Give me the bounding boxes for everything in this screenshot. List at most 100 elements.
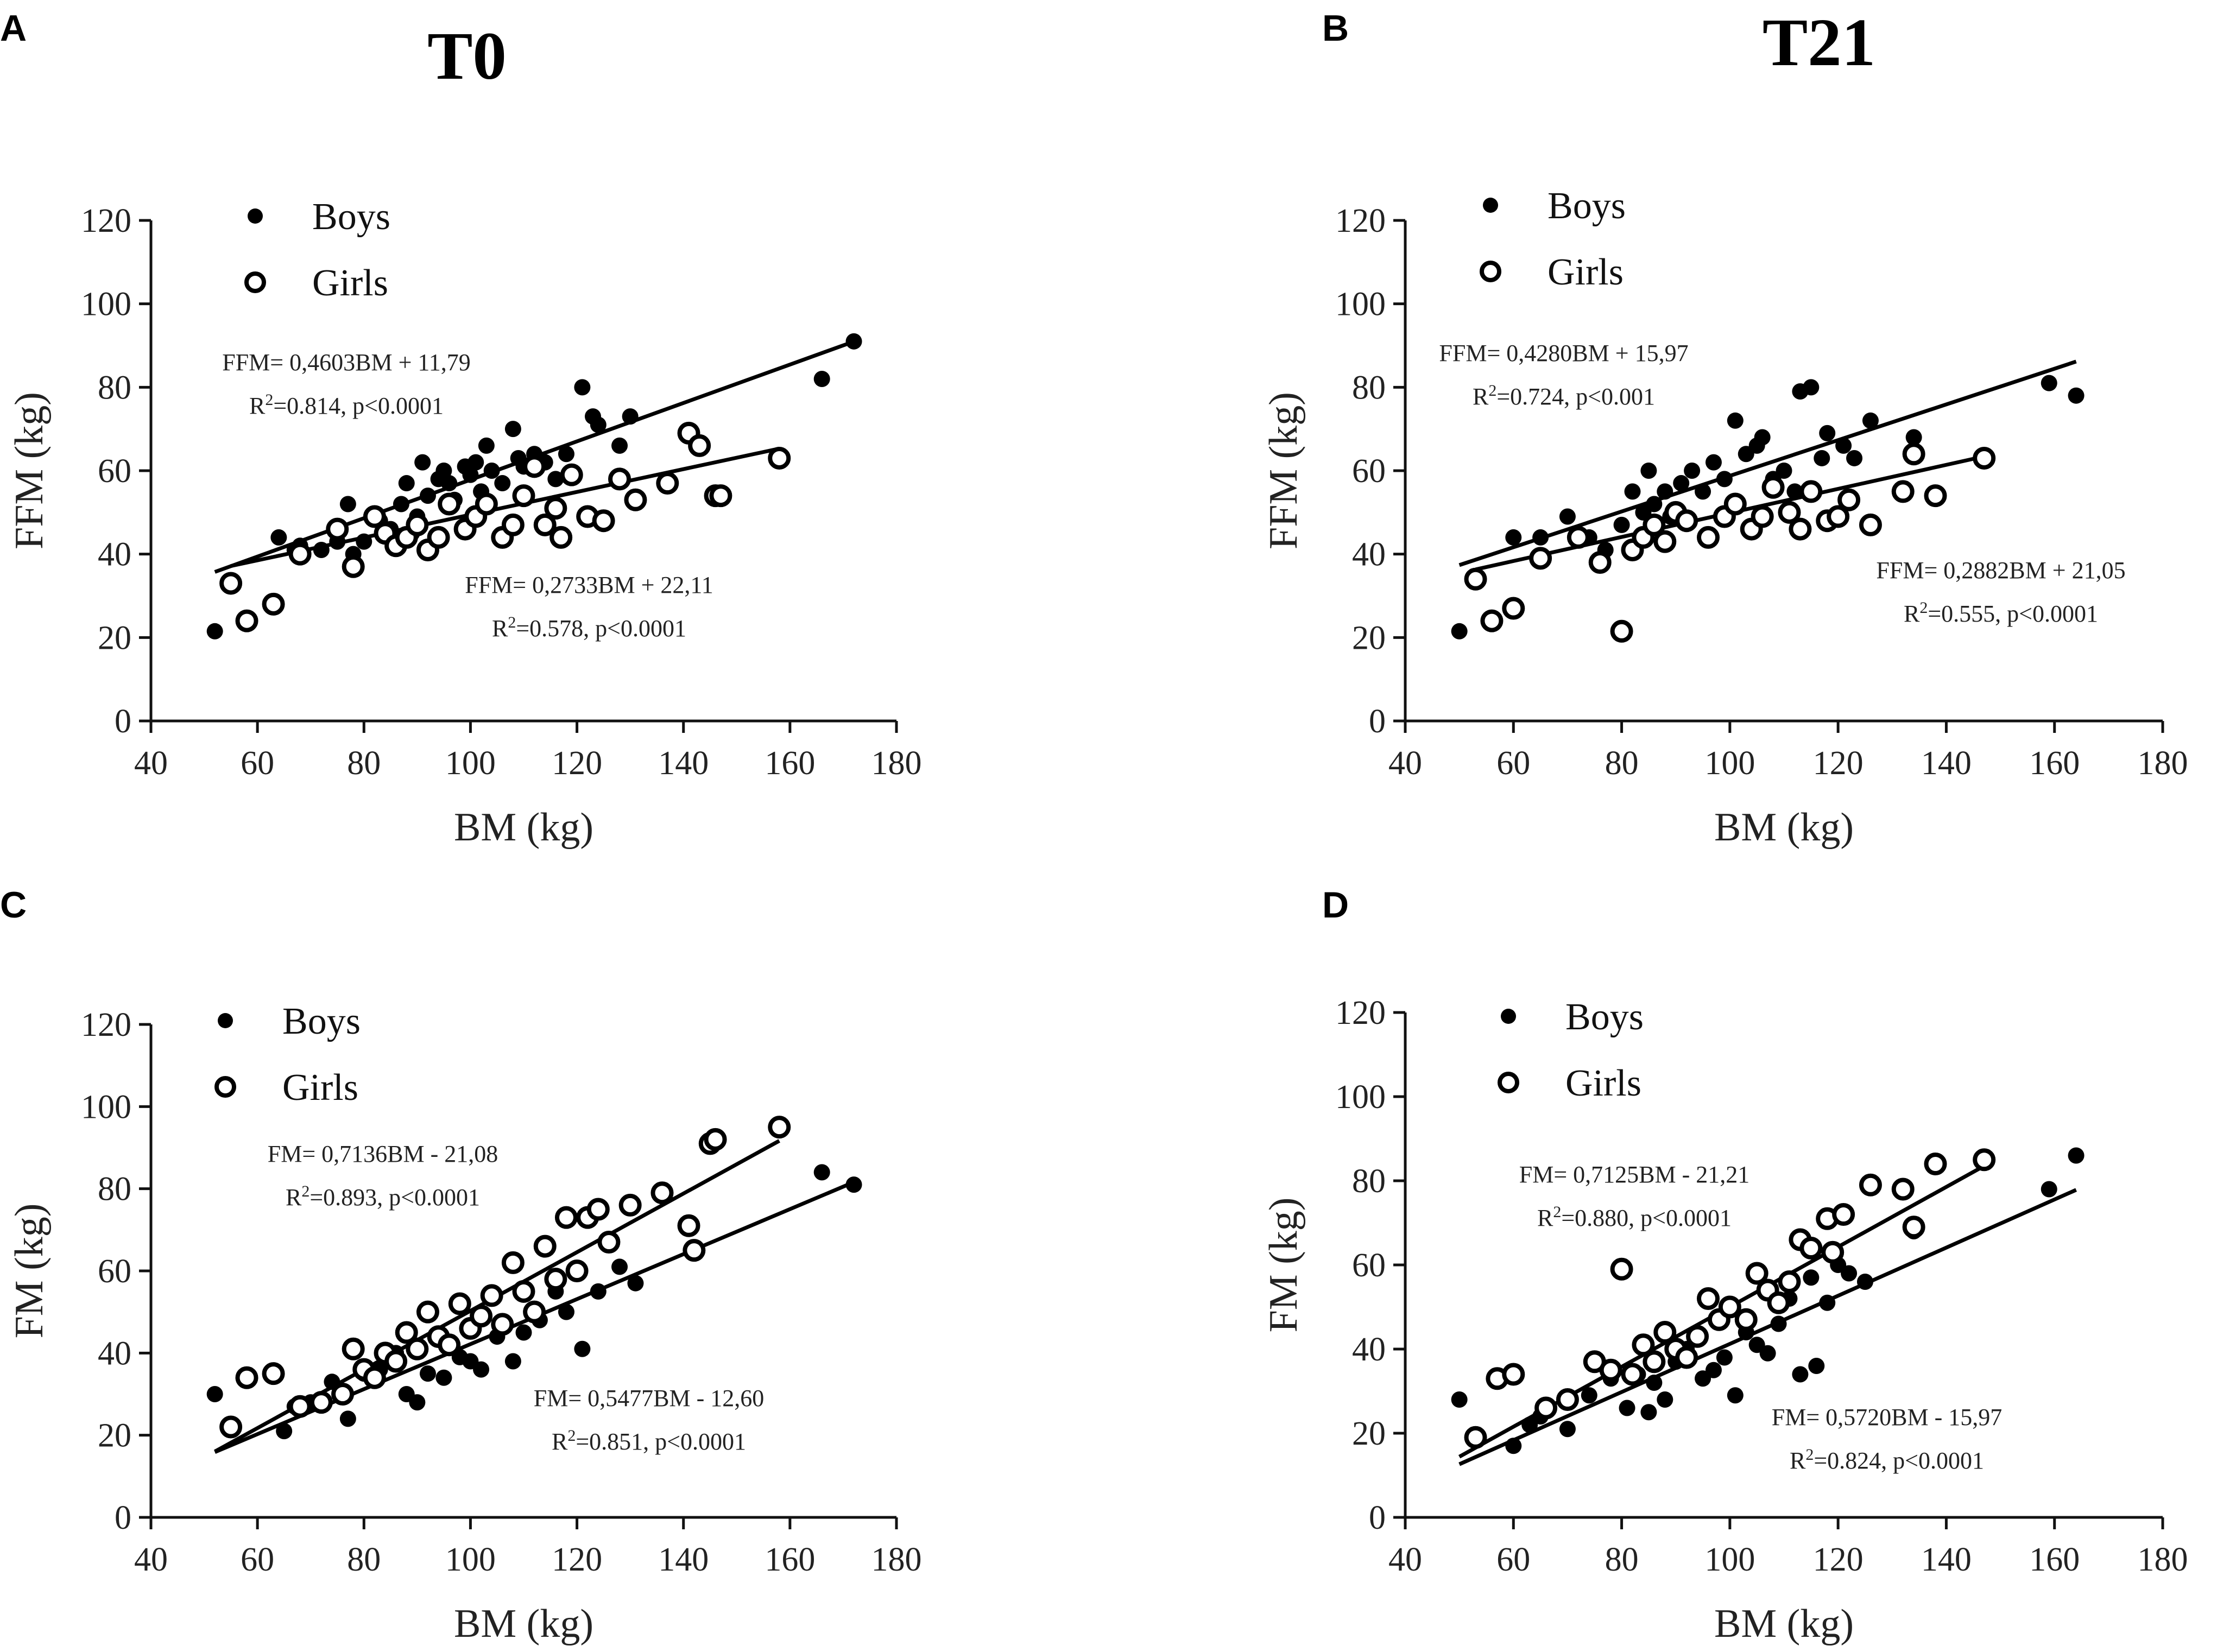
regression-equation: FFM= 0,2882BM + 21,05	[1876, 557, 2125, 584]
legend-label-boys: Boys	[282, 1001, 361, 1042]
data-point-girls	[1675, 509, 1698, 533]
data-point-boys	[1619, 1400, 1635, 1416]
data-point-girls	[501, 513, 525, 536]
legend-label-boys: Boys	[312, 196, 390, 238]
data-point-boys	[1684, 463, 1701, 479]
x-tick-label: 120	[1813, 745, 1864, 782]
data-point-boys	[1759, 1345, 1776, 1362]
data-point-girls	[475, 492, 498, 516]
data-point-girls	[363, 505, 386, 528]
data-point-boys	[1792, 1366, 1809, 1383]
x-axis-title: BM (kg)	[1714, 1602, 1854, 1646]
data-point-boys	[813, 370, 830, 387]
data-point-girls	[1529, 547, 1552, 570]
y-axis-title: FFM (kg)	[7, 392, 52, 549]
data-point-boys	[1716, 471, 1733, 488]
data-point-boys	[270, 529, 287, 546]
data-point-girls	[1610, 1257, 1633, 1281]
data-point-girls	[1610, 619, 1633, 643]
panel-c: C 40 60 80 100 120 140 160 180 0 20 40 60 80 100 120 BM…	[0, 884, 922, 1646]
data-point-girls	[1924, 484, 1947, 508]
data-point-girls	[544, 497, 567, 520]
panel-letter: C	[0, 884, 27, 926]
x-tick-label: 120	[1813, 1541, 1864, 1578]
data-point-girls	[1567, 526, 1590, 549]
data-point-girls	[1643, 1350, 1666, 1373]
data-point-boys	[1776, 463, 1792, 479]
y-tick-label: 100	[1335, 286, 1386, 323]
legend-marker-boys	[218, 1013, 233, 1028]
data-point-girls	[406, 513, 429, 536]
x-tick-label: 180	[871, 1541, 922, 1578]
data-point-boys	[478, 437, 495, 454]
data-point-boys	[1786, 483, 1803, 500]
data-point-girls	[1643, 513, 1666, 536]
y-tick-label: 120	[81, 202, 131, 239]
data-point-boys	[1819, 1294, 1836, 1311]
y-tick-label: 60	[1352, 1247, 1386, 1284]
x-tick-label: 140	[658, 1541, 709, 1578]
x-tick-label: 100	[1704, 745, 1755, 782]
panel-a: A 40 60 80 100 120 140 160 180 0 20 40 60 80 100 120 BM…	[0, 8, 922, 850]
legend-label-boys: Boys	[1548, 185, 1626, 227]
data-point-girls	[342, 1337, 365, 1360]
data-point-girls	[1799, 480, 1823, 503]
data-point-boys	[473, 1361, 490, 1378]
regression-stats: R2=0.555, p<0.0001	[1904, 599, 2098, 627]
data-point-girls	[1924, 1153, 1947, 1175]
data-point-girls	[1697, 526, 1720, 549]
data-point-girls	[448, 1292, 471, 1315]
panel-d: D 40 60 80 100 120 140 160 180 0 20 40 60 80 100 120 BM…	[1261, 884, 2188, 1646]
data-point-girls	[1632, 1333, 1655, 1357]
data-point-girls	[219, 572, 243, 595]
data-point-girls	[1789, 517, 1812, 541]
data-point-boys	[393, 496, 409, 512]
data-point-boys	[1905, 429, 1922, 446]
x-tick-label: 160	[765, 1541, 815, 1578]
legend-marker-girls	[244, 271, 266, 293]
x-tick-label: 160	[765, 745, 815, 782]
data-point-girls	[438, 1333, 461, 1357]
data-point-girls	[1973, 446, 1996, 470]
data-point-girls	[342, 555, 365, 578]
data-point-girls	[235, 609, 258, 632]
data-point-girls	[565, 1259, 589, 1282]
panel-letter: A	[0, 8, 27, 49]
data-point-girls	[624, 488, 647, 511]
data-point-boys	[1705, 454, 1722, 471]
regression-equation: FM= 0,5477BM - 12,60	[534, 1385, 765, 1412]
data-point-girls	[1745, 1262, 1768, 1285]
data-point-boys	[1770, 1315, 1787, 1332]
data-point-boys	[2041, 375, 2057, 391]
data-point-boys	[1727, 412, 1744, 429]
data-point-boys	[845, 1176, 862, 1193]
data-point-boys	[1856, 1274, 1873, 1290]
data-point-boys	[1646, 496, 1663, 512]
data-point-girls	[235, 1366, 258, 1389]
data-point-girls	[523, 455, 546, 478]
data-point-girls	[288, 1395, 312, 1418]
data-point-girls	[310, 1391, 333, 1414]
data-point-boys	[276, 1423, 293, 1440]
data-point-boys	[313, 541, 330, 558]
data-point-boys	[206, 623, 223, 640]
legend-marker-boys	[1483, 198, 1498, 213]
data-point-boys	[1657, 1391, 1673, 1408]
data-point-girls	[533, 1235, 557, 1258]
data-point-girls	[262, 1362, 285, 1385]
data-point-girls	[1902, 1216, 1925, 1239]
data-point-girls	[1837, 488, 1861, 511]
data-point-boys	[1803, 379, 1820, 396]
data-point-girls	[470, 1305, 493, 1328]
regression-stats: R2=0.851, p<0.0001	[552, 1427, 746, 1455]
x-tick-label: 140	[658, 745, 709, 782]
data-point-boys	[1841, 1265, 1858, 1282]
data-point-girls	[1556, 1388, 1579, 1411]
data-point-boys	[483, 463, 500, 479]
data-point-girls	[586, 1198, 610, 1221]
data-point-girls	[683, 1239, 706, 1262]
data-point-girls	[1761, 476, 1785, 499]
data-point-boys	[1814, 450, 1830, 466]
data-point-girls	[709, 484, 732, 508]
data-point-boys	[1646, 1375, 1663, 1391]
